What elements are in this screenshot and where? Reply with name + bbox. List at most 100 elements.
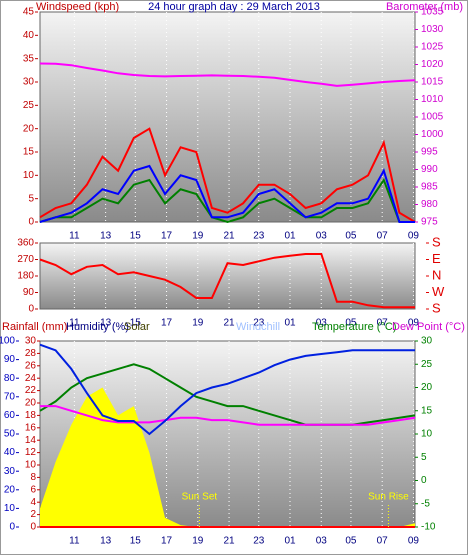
x-tick-label: 01: [284, 536, 296, 547]
y-tick-label: 12: [25, 447, 37, 458]
y-tick-label: 0: [30, 522, 36, 533]
x-tick-label: 05: [345, 318, 357, 329]
y-tick-label: 8: [30, 472, 36, 483]
y-tick-label: 24: [25, 373, 37, 384]
x-tick-label: 05: [345, 231, 357, 242]
x-tick-label: 19: [192, 231, 204, 242]
y-tick-label: 990: [421, 164, 438, 175]
y-tick-label: 0: [28, 217, 34, 228]
x-tick-label: 21: [224, 231, 236, 242]
series-line: [39, 62, 416, 87]
y-tick-label: -10: [421, 522, 436, 533]
y-tick-label: 16: [25, 422, 37, 433]
header-label: Temperature (°C): [312, 321, 396, 333]
x-tick-label: 11: [69, 318, 80, 329]
x-tick-label: 13: [100, 231, 112, 242]
header-label: Rainfall (mm): [2, 321, 67, 333]
x-tick-label: 09: [408, 536, 420, 547]
y-tick-label: 1020: [421, 59, 444, 70]
series-line: [39, 253, 415, 309]
y-tick-label: 30: [4, 466, 16, 477]
y-tick-label: 90: [23, 287, 35, 298]
x-tick-label: 09: [408, 318, 420, 329]
y-tick-label: 60: [4, 410, 16, 421]
x-tick-label: 07: [377, 318, 389, 329]
y-tick-label: 22: [25, 385, 37, 396]
x-tick-label: 15: [130, 231, 142, 242]
y-tick-label: 90: [4, 354, 16, 365]
y-tick-label: 10: [4, 503, 16, 514]
x-tick-label: 17: [161, 231, 173, 242]
y-tick-label: 5: [28, 193, 34, 204]
y-tick-label: 100: [0, 336, 15, 347]
y-tick-label: 15: [421, 405, 433, 416]
x-tick-label: 07: [377, 536, 389, 547]
y-tick-label: 45: [23, 7, 35, 18]
x-tick-label: 13: [100, 536, 112, 547]
y-tick-label: 995: [421, 147, 438, 158]
y-tick-label: 28: [25, 348, 37, 359]
y-tick-label: 30: [421, 336, 433, 347]
x-tick-label: 15: [130, 536, 142, 547]
y-tick-label: 0: [421, 475, 427, 486]
x-tick-label: 21: [224, 536, 236, 547]
y-tick-label: S: [432, 300, 441, 315]
y-tick-label: 40: [4, 447, 16, 458]
y-tick-label: 20: [25, 398, 37, 409]
y-tick-label: 0: [9, 522, 15, 533]
x-tick-label: 15: [130, 318, 142, 329]
y-tick-label: 1025: [421, 42, 444, 53]
y-tick-label: 50: [4, 429, 16, 440]
y-tick-label: 35: [23, 53, 35, 64]
x-tick-label: 21: [224, 318, 236, 329]
x-tick-label: 19: [192, 536, 204, 547]
y-tick-label: 1015: [421, 77, 444, 88]
y-tick-label: 1035: [421, 7, 444, 18]
y-tick-label: S: [432, 234, 441, 249]
x-tick-label: 07: [377, 231, 389, 242]
y-tick-label: 14: [25, 435, 37, 446]
x-tick-label: 03: [316, 318, 328, 329]
y-tick-label: 5: [421, 452, 427, 463]
x-tick-label: 03: [316, 231, 328, 242]
series-line: [39, 177, 415, 224]
y-tick-label: 30: [23, 77, 35, 88]
x-tick-label: 23: [253, 231, 265, 242]
y-tick-label: W: [432, 284, 445, 299]
y-tick-label: E: [432, 251, 441, 266]
y-tick-label: 25: [23, 100, 35, 111]
y-tick-label: 360: [17, 238, 34, 249]
x-tick-label: 19: [192, 318, 204, 329]
x-tick-label: 11: [69, 536, 80, 547]
x-tick-label: 13: [100, 318, 112, 329]
series-line: [39, 164, 415, 223]
x-tick-label: 01: [284, 318, 296, 329]
header-label: Dew Point (°C): [392, 321, 465, 333]
y-tick-label: 26: [25, 360, 37, 371]
y-tick-label: 20: [421, 382, 433, 393]
header-label: Humidity (%): [66, 321, 129, 333]
header-label: 24 hour graph day : 29 March 2013: [148, 1, 320, 13]
x-tick-label: 17: [161, 536, 173, 547]
series-line: [40, 405, 416, 426]
series-line: [39, 127, 416, 223]
y-tick-label: 18: [25, 410, 37, 421]
y-tick-label: 25: [421, 359, 433, 370]
plot-background: [39, 11, 416, 223]
y-tick-label: 1030: [421, 24, 444, 35]
plot-background: [39, 242, 416, 310]
y-tick-label: 15: [23, 147, 35, 158]
y-tick-label: 10: [25, 460, 37, 471]
y-tick-label: 975: [421, 217, 438, 228]
y-tick-label: 0: [28, 304, 34, 315]
x-tick-label: 05: [345, 536, 357, 547]
x-tick-label: 11: [69, 231, 80, 242]
y-tick-label: 4: [30, 497, 36, 508]
header-label: Barometer (mb): [386, 1, 463, 13]
y-tick-label: 985: [421, 182, 438, 193]
y-tick-label: N: [432, 267, 441, 282]
y-tick-label: 20: [4, 484, 16, 495]
y-tick-label: 80: [4, 373, 16, 384]
y-tick-label: 1005: [421, 112, 444, 123]
